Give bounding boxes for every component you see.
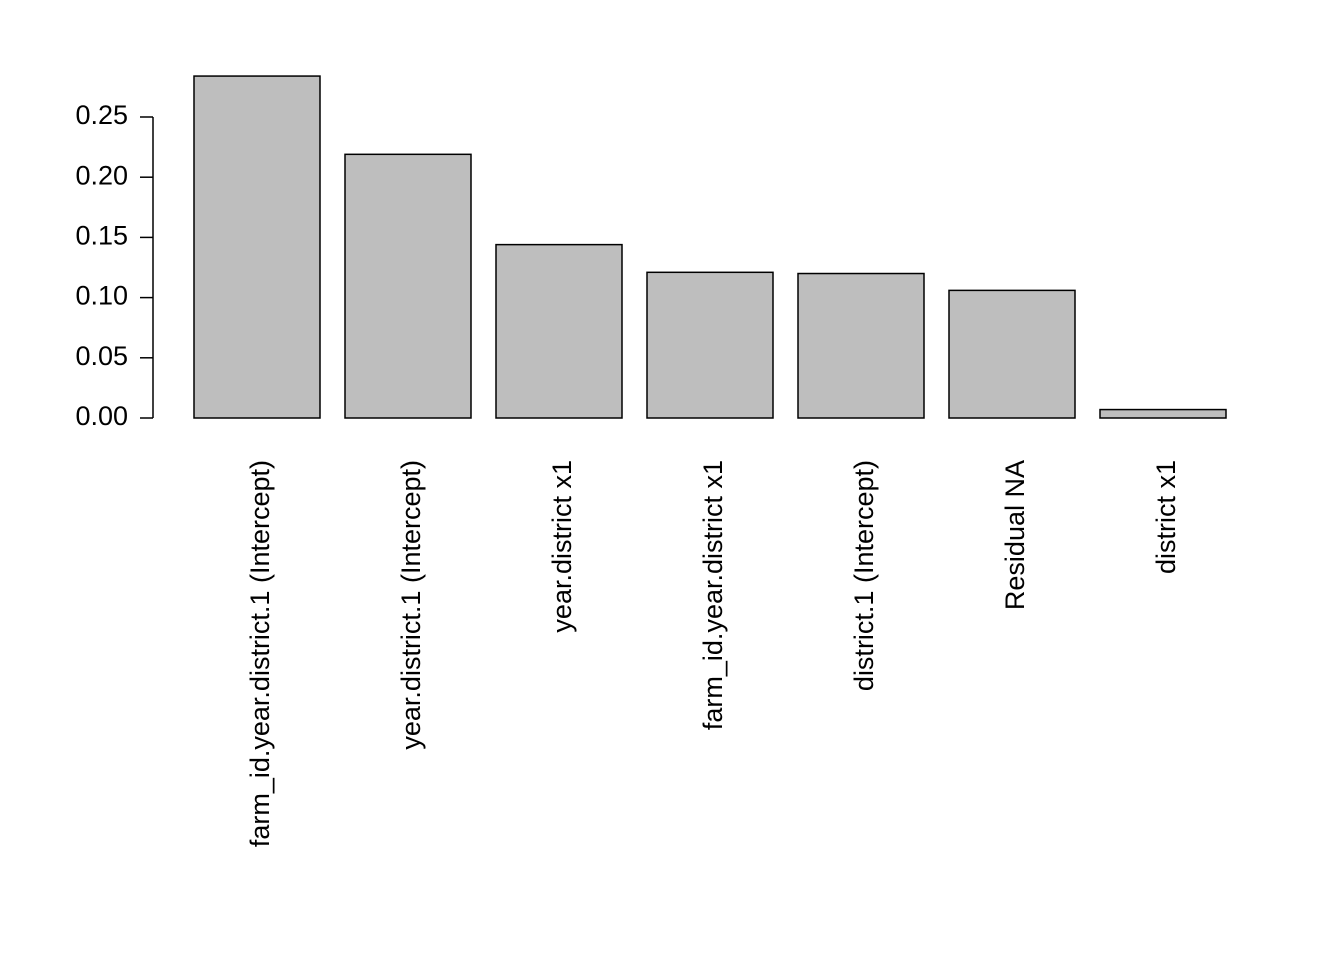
bar bbox=[1099, 408, 1227, 419]
y-tick-label: 0.00 bbox=[75, 401, 128, 431]
x-tick-label: year.district.1 (Intercept) bbox=[396, 460, 426, 750]
x-tick-label: year.district x1 bbox=[547, 460, 577, 633]
x-tick-label: district.1 (Intercept) bbox=[849, 460, 879, 691]
y-tick-label: 0.05 bbox=[75, 341, 128, 371]
y-tick-label: 0.20 bbox=[75, 160, 128, 190]
x-tick-label: farm_id.year.district.1 (Intercept) bbox=[245, 460, 275, 847]
bar bbox=[193, 75, 321, 419]
y-tick-label: 0.10 bbox=[75, 281, 128, 311]
x-tick-label: district x1 bbox=[1151, 460, 1181, 574]
bar bbox=[495, 243, 623, 419]
x-tick-label: Residual NA bbox=[1000, 460, 1030, 610]
y-tick-label: 0.25 bbox=[75, 100, 128, 130]
x-tick-label: farm_id.year.district x1 bbox=[698, 460, 728, 730]
bar bbox=[646, 271, 774, 419]
bar bbox=[797, 272, 925, 419]
bar bbox=[344, 153, 472, 419]
bar bbox=[948, 289, 1076, 419]
y-tick-label: 0.15 bbox=[75, 221, 128, 251]
